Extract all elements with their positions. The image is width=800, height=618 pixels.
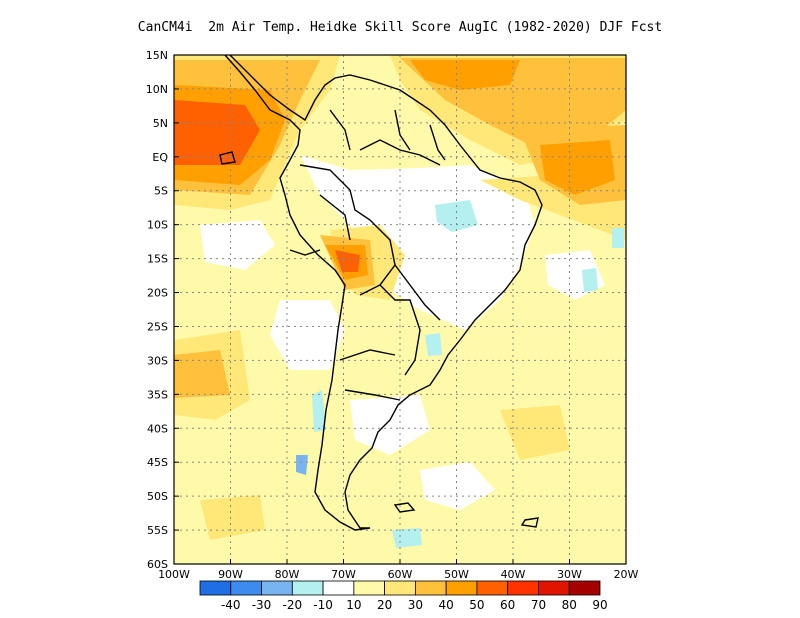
lat-tick-label: 50S <box>147 490 168 503</box>
lat-tick-label: 40S <box>147 422 168 435</box>
lon-tick-label: 30W <box>557 568 582 581</box>
lon-tick-label: 40W <box>501 568 526 581</box>
lat-tick-label: 10N <box>146 83 168 96</box>
colorbar-swatch <box>322 580 355 596</box>
lon-tick-label: 20W <box>614 568 639 581</box>
lat-tick-label: 5S <box>154 185 168 198</box>
lat-tick-label: 20S <box>147 287 168 300</box>
colorbar-swatch <box>261 580 293 596</box>
colorbar-swatch <box>291 580 324 596</box>
latitude-tick-labels: 15N 10N 5N EQ 5S 10S 15S 20S 25S 30S 35S 40S 45S 50S 5… <box>146 49 179 571</box>
colorbar-swatch <box>199 580 232 596</box>
lon-tick-label: 60W <box>388 568 413 581</box>
lon-tick-label: 70W <box>331 568 356 581</box>
colorbar-swatch <box>538 580 570 596</box>
colorbar-label: 60 <box>500 598 515 612</box>
colorbar-label: 90 <box>592 598 607 612</box>
colorbar-label: -20 <box>283 598 303 612</box>
lat-tick-label: 30S <box>147 354 168 367</box>
lon-tick-label: 90W <box>218 568 243 581</box>
lat-tick-label: 5N <box>153 117 168 130</box>
colorbar-swatch <box>445 580 478 596</box>
lat-tick-label: 25S <box>147 320 168 333</box>
colorbar-swatch <box>414 580 447 596</box>
colorbar-label: 10 <box>346 598 361 612</box>
colorbar-swatch <box>353 580 386 596</box>
lat-tick-label: 10S <box>147 219 168 232</box>
lat-tick-label: 35S <box>147 388 168 401</box>
colorbar-label: -30 <box>252 598 272 612</box>
colorbar-label: 50 <box>469 598 484 612</box>
lat-tick-label: 15N <box>146 49 168 62</box>
colorbar-swatch <box>476 580 509 596</box>
lat-tick-label: 60S <box>147 558 168 571</box>
lat-tick-label: 45S <box>147 456 168 469</box>
colorbar-label: -40 <box>221 598 241 612</box>
lat-tick-label: EQ <box>152 151 168 164</box>
lat-tick-label: 55S <box>147 524 168 537</box>
colorbar-label: 80 <box>562 598 577 612</box>
colorbar-label: 40 <box>439 598 454 612</box>
lon-tick-label: 100W <box>158 568 190 581</box>
colorbar-label: 20 <box>377 598 392 612</box>
coastlines <box>219 55 543 531</box>
colorbar-label: -10 <box>313 598 333 612</box>
colorbar-swatch <box>568 580 601 596</box>
lat-tick-label: 15S <box>147 253 168 266</box>
longitude-tick-labels: 100W 90W 80W 70W 60W 50W 40W 30W 20W <box>158 559 639 581</box>
colorbar: -40 -30 -20 -10 10 20 30 40 50 60 70 80 90 <box>199 580 608 612</box>
colorbar-swatch <box>230 580 262 596</box>
colorbar-swatch <box>384 580 416 596</box>
colorbar-label: 70 <box>531 598 546 612</box>
colorbar-swatch <box>507 580 539 596</box>
lon-tick-label: 80W <box>275 568 300 581</box>
lon-tick-label: 50W <box>444 568 469 581</box>
colorbar-label: 30 <box>408 598 423 612</box>
map-title: CanCM4i 2m Air Temp. Heidke Skill Score … <box>137 20 663 35</box>
